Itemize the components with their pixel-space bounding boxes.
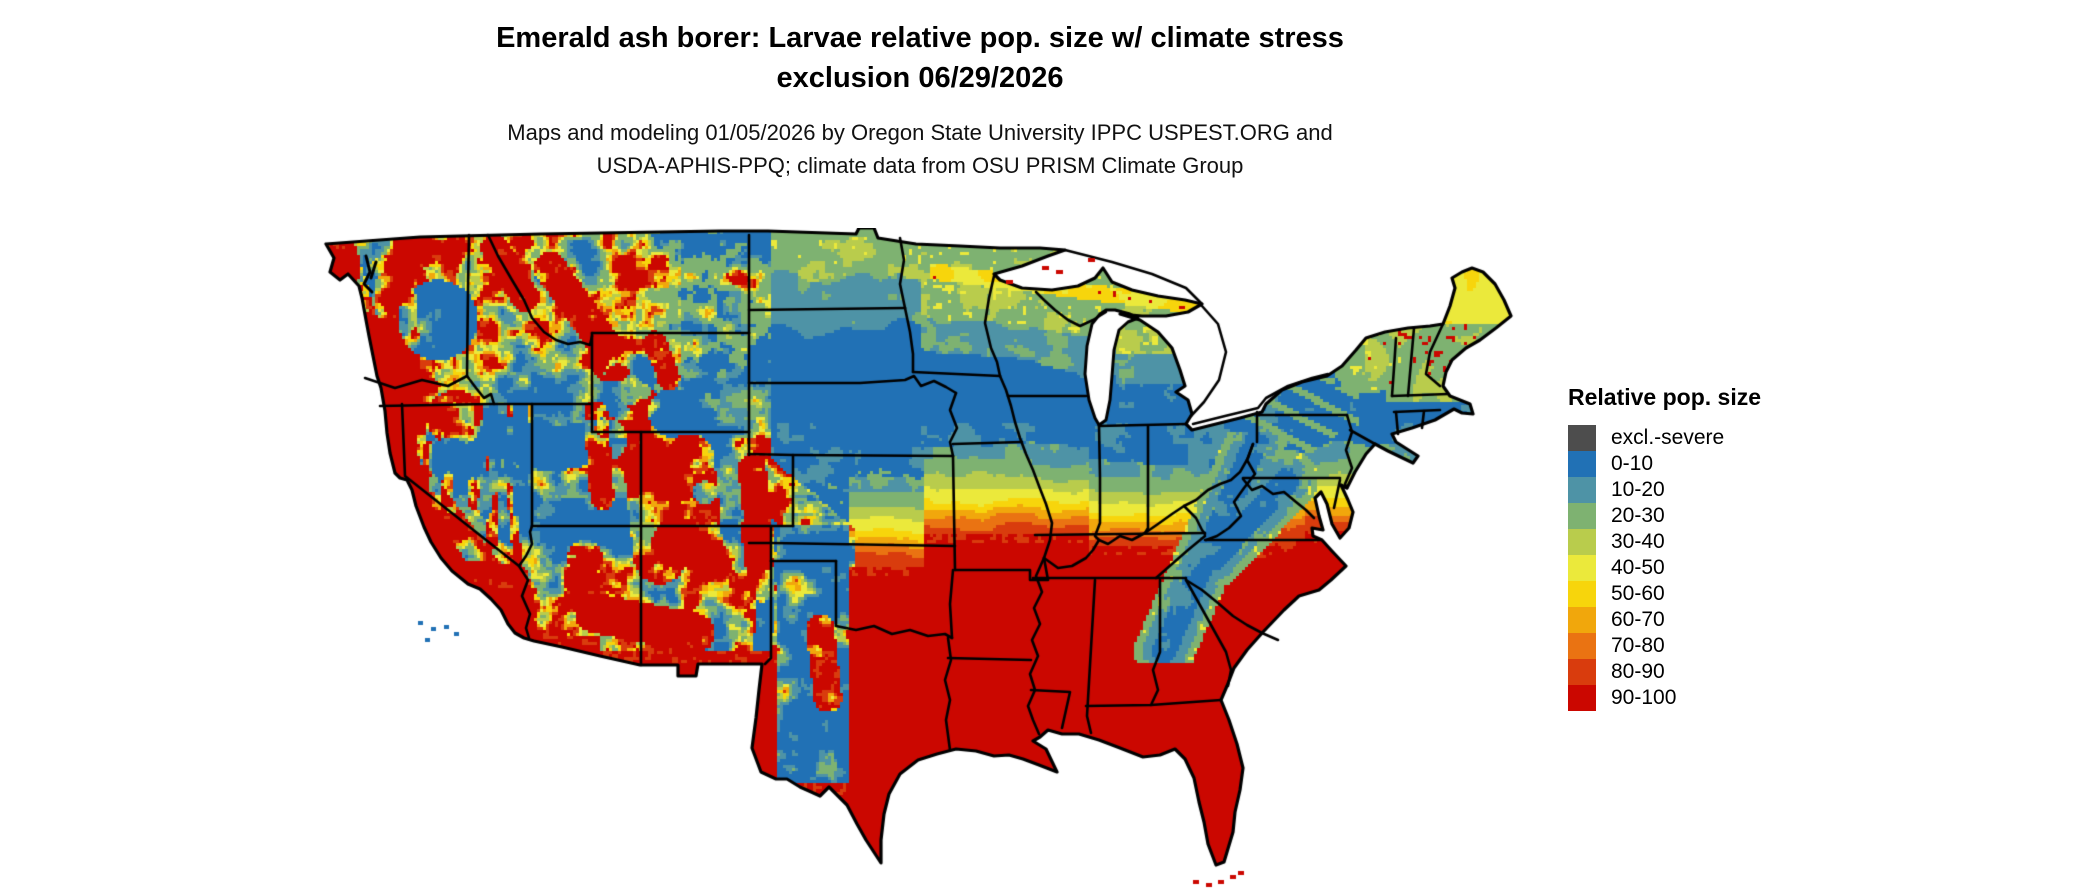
legend-swatch-7 bbox=[1568, 607, 1596, 633]
map-title-line1: Emerald ash borer: Larvae relative pop. … bbox=[496, 22, 1344, 54]
legend-swatch-5 bbox=[1568, 555, 1596, 581]
legend-row: excl.-severe bbox=[1568, 425, 1761, 451]
legend-swatch-10 bbox=[1568, 685, 1596, 711]
legend-row: 90-100 bbox=[1568, 685, 1761, 711]
legend-swatch-2 bbox=[1568, 477, 1596, 503]
legend: Relative pop. size excl.-severe 0-10 10-20… bbox=[1568, 384, 1761, 711]
legend-label: 20-30 bbox=[1611, 504, 1665, 527]
legend-row: 10-20 bbox=[1568, 477, 1761, 503]
map-title-line2: exclusion 06/29/2026 bbox=[776, 62, 1064, 94]
legend-rows: excl.-severe 0-10 10-20 20-30 30-40 40-50 50-6… bbox=[1568, 425, 1761, 711]
legend-label: 10-20 bbox=[1611, 478, 1665, 501]
us-map-raster bbox=[300, 228, 1530, 890]
legend-title: Relative pop. size bbox=[1568, 384, 1762, 410]
legend-swatch-8 bbox=[1568, 633, 1596, 659]
legend-label: 30-40 bbox=[1611, 530, 1665, 553]
legend-row: 80-90 bbox=[1568, 659, 1761, 685]
legend-row: 40-50 bbox=[1568, 555, 1761, 581]
legend-swatch-1 bbox=[1568, 451, 1596, 477]
legend-row: 20-30 bbox=[1568, 503, 1761, 529]
legend-swatch-9 bbox=[1568, 659, 1596, 685]
legend-label: 40-50 bbox=[1611, 556, 1665, 579]
legend-label: 50-60 bbox=[1611, 582, 1665, 605]
legend-row: 50-60 bbox=[1568, 581, 1761, 607]
legend-row: 0-10 bbox=[1568, 451, 1761, 477]
legend-label: 90-100 bbox=[1611, 686, 1677, 709]
legend-row: 30-40 bbox=[1568, 529, 1761, 555]
legend-swatch-3 bbox=[1568, 503, 1596, 529]
legend-label: excl.-severe bbox=[1611, 426, 1725, 449]
map-subtitle: Maps and modeling 01/05/2026 by Oregon S… bbox=[250, 116, 1590, 182]
legend-swatch-6 bbox=[1568, 581, 1596, 607]
legend-label: 80-90 bbox=[1611, 660, 1665, 683]
legend-label: 70-80 bbox=[1611, 634, 1665, 657]
legend-row: 70-80 bbox=[1568, 633, 1761, 659]
map-subtitle-line1: Maps and modeling 01/05/2026 by Oregon S… bbox=[507, 120, 1333, 145]
legend-label: 0-10 bbox=[1611, 452, 1654, 475]
map-subtitle-line2: USDA-APHIS-PPQ; climate data from OSU PR… bbox=[596, 153, 1244, 178]
legend-swatch-0 bbox=[1568, 425, 1596, 451]
legend-label: 60-70 bbox=[1611, 608, 1665, 631]
map-title: Emerald ash borer: Larvae relative pop. … bbox=[250, 18, 1590, 98]
legend-row: 60-70 bbox=[1568, 607, 1761, 633]
us-map-container bbox=[300, 228, 1530, 890]
legend-swatch-4 bbox=[1568, 529, 1596, 555]
